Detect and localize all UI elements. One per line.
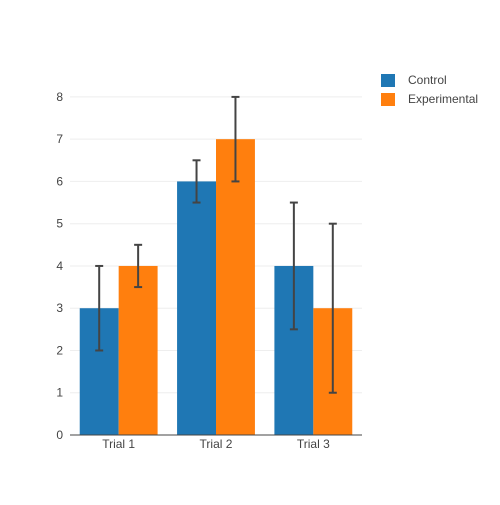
y-tick-label: 1: [56, 386, 63, 400]
legend[interactable]: Control Experimental: [381, 73, 478, 106]
error-bar-experimental-0: [134, 243, 143, 289]
error-bar-experimental-2: [328, 222, 337, 394]
bar-experimental-0[interactable]: [118, 265, 158, 435]
bar-experimental-1[interactable]: [216, 139, 255, 435]
legend-item-control[interactable]: Control: [381, 73, 447, 87]
y-tick-label: 5: [56, 217, 63, 231]
error-bar-control-2: [289, 201, 298, 331]
error-bar-control-0: [95, 264, 104, 352]
axes: 0 1 2 3 4 5 6 7 8 Trial 1 Trial 2 Trial 3: [56, 90, 362, 451]
x-tick-label: Trial 2: [200, 437, 233, 451]
y-tick-label: 0: [56, 428, 63, 442]
y-tick-label: 3: [56, 301, 63, 315]
bar-control-1[interactable]: [177, 181, 216, 435]
y-tick-label: 8: [56, 90, 63, 104]
error-bar-control-1: [192, 159, 201, 204]
error-bars: [95, 95, 337, 394]
legend-swatch: [381, 74, 395, 87]
legend-label: Experimental: [408, 92, 478, 106]
y-tick-label: 2: [56, 343, 63, 357]
legend-label: Control: [408, 73, 447, 87]
x-tick-label: Trial 1: [102, 437, 135, 451]
error-bar-experimental-1: [231, 95, 240, 183]
bars: [79, 139, 353, 435]
y-tick-label: 7: [56, 132, 63, 146]
y-tick-label: 6: [56, 174, 63, 188]
x-tick-label: Trial 3: [297, 437, 330, 451]
legend-swatch: [381, 93, 395, 106]
legend-item-experimental[interactable]: Experimental: [381, 92, 478, 106]
y-tick-label: 4: [56, 259, 63, 273]
